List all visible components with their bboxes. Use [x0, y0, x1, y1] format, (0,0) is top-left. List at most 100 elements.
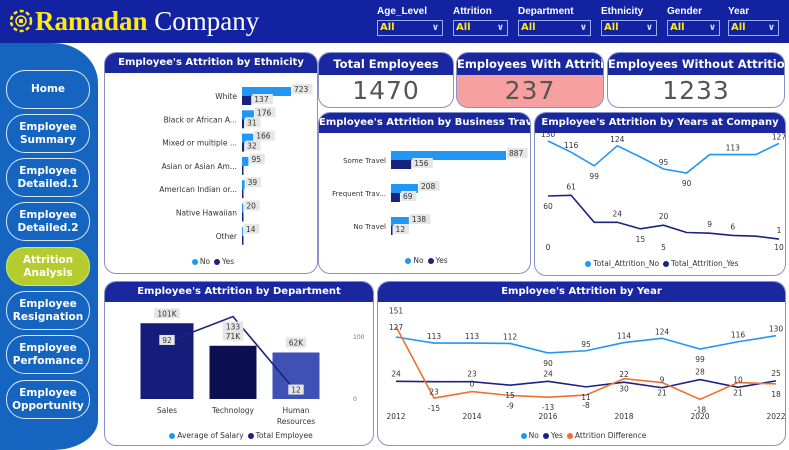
slicer-value: All [731, 22, 746, 33]
nav-employee-performance[interactable]: Employee Perfomance [6, 335, 90, 374]
nav-employee-detailed-2[interactable]: Employee Detailed.2 [6, 202, 90, 241]
legend-label: Yes [435, 256, 448, 265]
category-label: White [215, 92, 237, 101]
data-label: 11 [581, 393, 591, 402]
kpi-value: 1470 [352, 76, 420, 105]
data-label: 24 [391, 369, 401, 378]
category-label: Resources [277, 417, 315, 426]
data-label: -13 [542, 403, 554, 412]
data-label: 15 [636, 235, 646, 244]
data-label-bg [222, 330, 244, 341]
data-label-bg [244, 200, 260, 211]
data-label-bg [249, 153, 265, 164]
legend-label: No [199, 257, 211, 266]
data-label-bg [393, 224, 409, 234]
data-label: 18 [771, 390, 781, 399]
data-label: -8 [582, 401, 590, 410]
data-label: 1 [777, 226, 782, 235]
slicer-dropdown[interactable]: All ∨ [453, 20, 508, 36]
nav-employee-opportunity[interactable]: Employee Opportunity [6, 380, 90, 419]
data-label: 9 [707, 220, 712, 229]
slicer-dropdown[interactable]: All ∨ [518, 20, 591, 36]
x-tick-label: 2014 [462, 412, 481, 421]
category-label: Sales [157, 406, 177, 415]
line-attrition-no [547, 140, 780, 174]
bar-yes [391, 226, 393, 235]
data-label: -15 [428, 404, 440, 413]
kpi-title: Total Employees [319, 53, 453, 75]
x-tick-label: 2016 [538, 412, 557, 421]
slicer-value: All [670, 22, 685, 33]
category-label: American Indian or... [159, 185, 237, 194]
data-label: 90 [543, 359, 553, 368]
brand-name-rest: Company [147, 6, 260, 36]
x-tick-label: 2020 [690, 412, 709, 421]
data-label-bg [292, 84, 313, 94]
legend-dot-icon [585, 261, 592, 267]
bar-no [242, 203, 244, 213]
slicer-department[interactable]: Department All ∨ [518, 6, 591, 36]
bar-no [391, 217, 409, 226]
slicer-age-level[interactable]: Age_Level All ∨ [377, 6, 443, 36]
data-label: 127 [389, 323, 404, 332]
slicer-year[interactable]: Year All ∨ [728, 6, 779, 36]
department-combo-chart: 101K Sales 71K Technology 62K Human Resources 9… [140, 308, 365, 426]
slicer-dropdown[interactable]: All ∨ [377, 20, 443, 36]
category-label: Black or African A... [164, 115, 237, 124]
chart-legend: Average of Salary Total Employee [105, 431, 373, 440]
data-label: 92 [162, 336, 172, 345]
category-label: Human [282, 406, 309, 415]
slicer-dropdown[interactable]: All ∨ [601, 20, 657, 36]
x-tick-label: 5 [661, 243, 666, 252]
data-label: 39 [248, 178, 258, 187]
data-label: 22 [619, 370, 629, 379]
data-label: 25 [771, 369, 781, 378]
legend-label: Yes [550, 431, 563, 440]
x-tick-label: 2022 [766, 412, 785, 421]
nav-employee-detailed-1[interactable]: Employee Detailed.1 [6, 158, 90, 197]
chevron-down-icon: ∨ [579, 23, 587, 33]
data-label: 208 [421, 182, 436, 191]
slicer-dropdown[interactable]: All ∨ [728, 20, 779, 36]
legend-dot-icon [247, 433, 254, 439]
line-attrition-yes [547, 194, 780, 240]
slicer-attrition[interactable]: Attrition All ∨ [453, 6, 508, 36]
data-label: 24 [613, 209, 623, 218]
legend-dot-icon [214, 259, 221, 265]
legend-dot-icon [405, 258, 412, 264]
data-label: 112 [503, 332, 518, 341]
data-label: 9 [660, 376, 665, 385]
legend-dot-icon [427, 258, 434, 264]
x-tick-label: 10 [774, 243, 784, 252]
legend-dot-icon [191, 259, 198, 265]
data-label: 156 [414, 159, 429, 168]
data-label: 137 [254, 95, 269, 104]
legend-label: Attrition Difference [574, 431, 647, 440]
data-label: 62K [289, 339, 305, 348]
data-label-bg [409, 214, 431, 224]
gear-circuit-logo-icon [9, 9, 33, 33]
data-label-bg [254, 130, 275, 141]
legend-label: Average of Salary [177, 431, 244, 440]
slicer-gender[interactable]: Gender All ∨ [667, 6, 720, 36]
slicer-value: All [456, 22, 471, 33]
nav-attrition-analysis[interactable]: Attrition Analysis [6, 247, 90, 286]
bar-yes [242, 165, 244, 175]
data-label: 90 [682, 179, 692, 188]
data-label: 124 [610, 135, 625, 144]
nav-employee-summary[interactable]: Employee Summary [6, 114, 90, 153]
data-label: 138 [412, 215, 427, 224]
kpi-total-employees: Total Employees 1470 [318, 52, 454, 108]
y2-tick-label: 100 [353, 334, 365, 341]
nav-employee-resignation[interactable]: Employee Resignation [6, 291, 90, 330]
chevron-down-icon: ∨ [767, 23, 775, 33]
chart-business-travel-panel: Employee's Attrition by Business Travel … [318, 112, 531, 274]
nav-home[interactable]: Home [6, 70, 90, 109]
data-label: 21 [733, 389, 743, 398]
slicer-ethnicity[interactable]: Ethnicity All ∨ [601, 6, 657, 36]
data-label: 113 [465, 332, 480, 341]
slicer-dropdown[interactable]: All ∨ [667, 20, 720, 36]
brand-title: Ramadan Company [35, 4, 259, 38]
